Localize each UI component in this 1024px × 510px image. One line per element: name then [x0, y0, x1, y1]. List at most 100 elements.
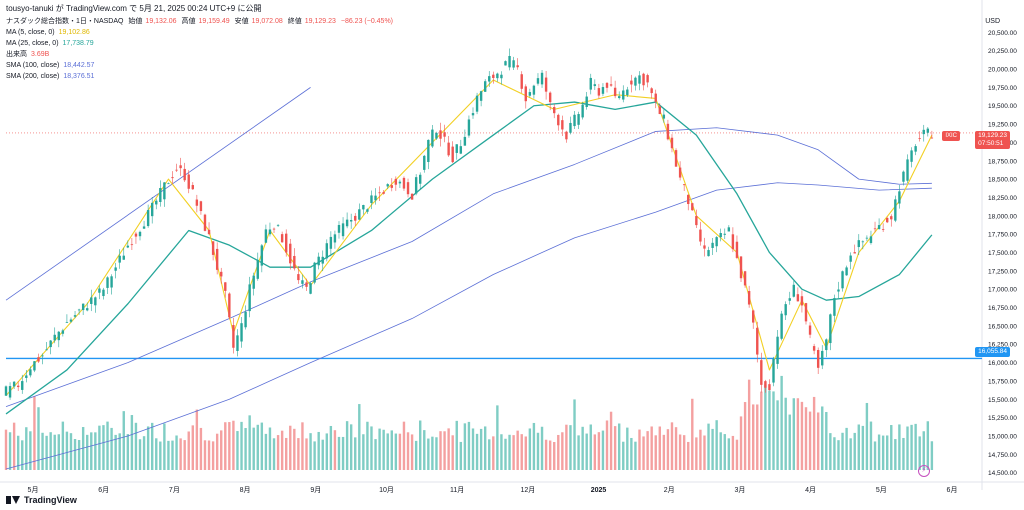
candle-body — [90, 297, 93, 304]
y-tick-label: 16,500.00 — [988, 323, 1017, 330]
candle-body — [341, 223, 345, 237]
candle-body — [264, 229, 268, 243]
candle-body — [280, 234, 284, 243]
candle-body — [922, 129, 925, 135]
volume-bar — [922, 431, 925, 470]
lightning-icon[interactable]: ⚡ — [918, 465, 930, 477]
indicator-ma25[interactable]: MA (25, close, 0) 17,738.79 — [6, 38, 396, 49]
candle-body — [313, 262, 316, 283]
candle-body — [520, 74, 523, 89]
volume-bar — [865, 402, 869, 470]
volume-bar — [703, 435, 706, 470]
candle-body — [739, 256, 743, 279]
candle-body — [382, 192, 385, 194]
candle-body — [642, 73, 645, 86]
volume-bar — [695, 437, 698, 470]
countdown: 07:50:51 — [978, 140, 1004, 147]
candle-body — [512, 60, 515, 68]
volume-bar — [435, 437, 438, 470]
candle-body — [293, 255, 296, 269]
volume-bar — [699, 429, 702, 470]
indicator-sma100[interactable]: SMA (100, close) 18,442.57 — [6, 60, 396, 71]
last-price-value: 19,129.23 — [978, 132, 1007, 139]
volume-bar — [41, 432, 44, 470]
candle-body — [914, 146, 917, 152]
volume-bar — [890, 425, 893, 470]
candle-body — [236, 335, 239, 351]
volume-bar — [784, 397, 787, 470]
volume-bar — [650, 426, 653, 470]
candle-body — [114, 267, 117, 271]
volume-bar — [723, 434, 726, 470]
volume-bar — [349, 424, 353, 470]
volume-bar — [756, 404, 759, 470]
y-tick-label: 19,750.00 — [988, 85, 1017, 92]
candle-body — [150, 202, 154, 217]
indicator-ma5[interactable]: MA (5, close, 0) 19,102.86 — [6, 27, 396, 38]
volume-bar — [183, 440, 186, 470]
volume-bar — [414, 440, 418, 470]
candle-body — [333, 234, 337, 243]
volume-bar — [674, 427, 678, 470]
candle-body — [329, 236, 333, 249]
candle-body — [670, 137, 674, 149]
volume-bar — [81, 427, 85, 470]
candle-body — [833, 298, 836, 316]
candle-body — [33, 361, 36, 371]
volume-bar — [585, 433, 588, 470]
candle-body — [207, 229, 211, 235]
volume-bar — [138, 439, 142, 470]
candle-body — [86, 308, 89, 311]
candle-body — [463, 136, 467, 146]
volume-bar — [833, 437, 836, 470]
ma25-line — [5, 101, 933, 415]
candle-body — [617, 96, 621, 99]
y-tick-label: 16,000.00 — [988, 360, 1017, 367]
indicator-value: 17,738.79 — [62, 40, 94, 47]
volume-bar — [207, 440, 211, 470]
candle-body — [654, 93, 657, 102]
candle-body — [536, 78, 540, 84]
volume-bar — [800, 401, 804, 470]
candle-body — [622, 90, 625, 100]
y-tick-label: 15,000.00 — [988, 433, 1017, 440]
candle-body — [841, 271, 844, 289]
volume-bar — [881, 435, 885, 470]
volume-bar — [309, 433, 312, 470]
volume-bar — [382, 429, 385, 470]
candle-body — [37, 357, 40, 362]
candle-body — [285, 233, 288, 253]
candle-body — [191, 185, 194, 190]
volume-bar — [581, 426, 584, 470]
volume-bar — [427, 438, 430, 470]
volume-bar — [8, 432, 12, 470]
indicator-volume[interactable]: 出来高 3.69B — [6, 49, 396, 60]
candle-body — [171, 177, 174, 179]
indicator-value: 18,376.51 — [63, 73, 95, 80]
x-tick-label: 12月 — [520, 486, 535, 494]
indicator-label: MA (25, close, 0) — [6, 40, 59, 47]
volume-bar — [496, 405, 499, 470]
candle-body — [146, 210, 150, 227]
volume-bar — [841, 432, 844, 470]
candle-body — [800, 296, 804, 306]
y-tick-label: 15,250.00 — [988, 415, 1017, 422]
volume-bar — [276, 435, 280, 470]
candle-body — [772, 358, 775, 383]
x-tick-label: 2025 — [591, 487, 607, 494]
volume-bar — [175, 435, 178, 470]
volume-bar — [630, 437, 633, 470]
volume-bar — [293, 428, 296, 470]
candle-body — [524, 86, 527, 102]
candle-body — [796, 294, 800, 302]
volume-bar — [378, 428, 381, 470]
candle-body — [585, 96, 588, 107]
volume-bar — [516, 430, 519, 470]
volume-bar — [187, 431, 190, 470]
candle-body — [792, 284, 796, 297]
volume-bar — [220, 430, 223, 470]
candle-body — [613, 87, 617, 97]
indicator-sma200[interactable]: SMA (200, close) 18,376.51 — [6, 71, 396, 82]
candle-body — [682, 184, 686, 186]
